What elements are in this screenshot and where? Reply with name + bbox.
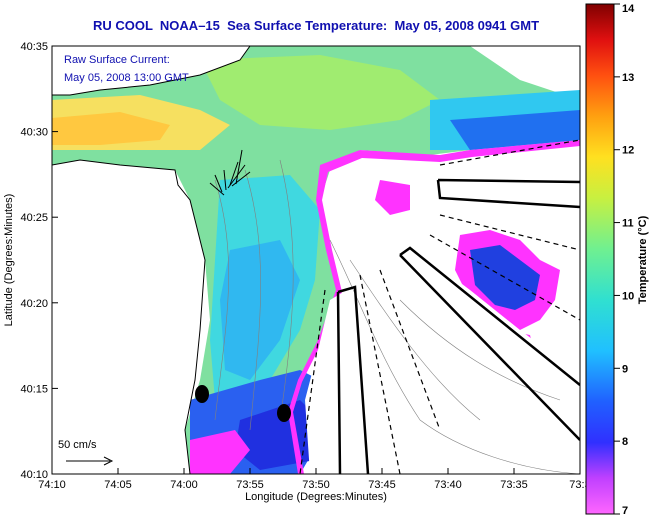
x-tick-label: 73:50	[302, 479, 330, 491]
colorbar-tick-label: 7	[622, 505, 628, 517]
colorbar-tick-label: 11	[622, 218, 634, 230]
y-tick-label: 40:15	[20, 383, 48, 395]
x-axis-ticks: 74:10 74:05 74:00 73:55 73:50 73:45 73:40 73:35…	[38, 468, 591, 491]
y-axis-ticks: 40:35 40:30 40:25 40:20 40:15 40:10	[20, 41, 58, 481]
colorbar-tick-label: 13	[622, 72, 634, 84]
x-tick-label: 73:45	[368, 479, 396, 491]
y-tick-label: 40:10	[20, 469, 48, 481]
colorbar-tick-label: 10	[622, 290, 634, 302]
y-tick-label: 40:30	[20, 127, 48, 139]
y-tick-label: 40:20	[20, 298, 48, 310]
legend-time: May 05, 2008 13:00 GMT	[64, 72, 189, 84]
colorbar-ticks: 14 13 12 11 10 9 8 7	[614, 3, 635, 517]
colorbar	[585, 3, 615, 515]
x-tick-label: 73:55	[236, 479, 264, 491]
station-marker	[277, 404, 291, 422]
x-tick-label: 73:35	[500, 479, 528, 491]
x-tick-label: 73:40	[434, 479, 462, 491]
y-tick-label: 40:35	[20, 41, 48, 53]
y-axis-label: Latitude (Degrees:Minutes)	[3, 194, 15, 327]
sst-field	[52, 46, 580, 474]
colorbar-tick-label: 14	[622, 3, 635, 15]
x-tick-label: 74:10	[38, 479, 66, 491]
legend-title: Raw Surface Current:	[64, 54, 170, 66]
x-axis-label: Longitude (Degrees:Minutes)	[245, 491, 387, 503]
current-vectors	[209, 149, 251, 196]
x-tick-label: 74:00	[170, 479, 198, 491]
scale-arrow-icon	[66, 456, 114, 466]
map-title: RU COOL NOAA–15 Sea Surface Temperature:…	[92, 18, 540, 33]
colorbar-tick-label: 8	[622, 436, 628, 448]
station-marker	[195, 385, 209, 403]
colorbar-label: Temperature (°C)	[637, 215, 649, 304]
colorbar-tick-label: 9	[622, 363, 628, 375]
colorbar-tick-label: 12	[622, 145, 634, 157]
x-tick-label: 73:3	[569, 479, 590, 491]
scale-label: 50 cm/s	[58, 439, 97, 451]
y-tick-label: 40:25	[20, 212, 48, 224]
x-tick-label: 74:05	[104, 479, 132, 491]
